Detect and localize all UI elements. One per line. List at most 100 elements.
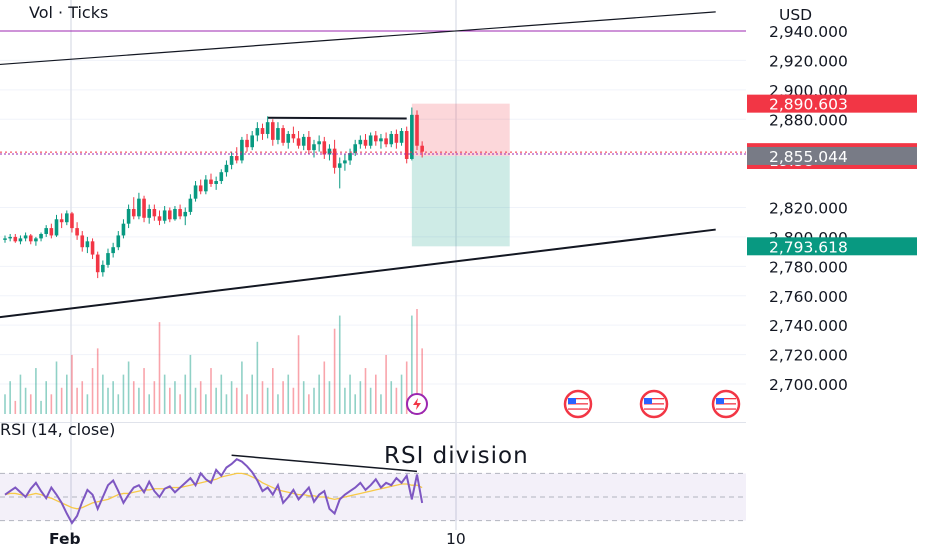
- candle-body: [260, 128, 265, 134]
- volume-bar: [385, 354, 387, 414]
- volume-bar: [210, 368, 212, 414]
- volume-bar: [14, 400, 17, 414]
- price-axis[interactable]: [746, 0, 932, 550]
- volume-bar: [230, 381, 233, 414]
- flag-stripe: [716, 398, 736, 400]
- candle-body: [162, 210, 167, 221]
- candle-body: [39, 233, 43, 239]
- flag-stripe: [644, 405, 664, 408]
- candle-body: [317, 141, 321, 145]
- volume-bar: [132, 381, 135, 414]
- flag-stripe: [568, 408, 588, 410]
- price-tag-label-entry: 2,855.044: [769, 148, 848, 166]
- flag-stripe: [716, 405, 736, 408]
- volume-bar: [308, 394, 310, 414]
- volume-bar: [369, 387, 372, 414]
- volume-bar: [220, 374, 223, 414]
- volume-bar: [35, 368, 37, 414]
- volume-bar: [199, 381, 202, 414]
- candle-body: [379, 138, 383, 142]
- volume-bar: [66, 374, 68, 414]
- volume-bar: [96, 348, 99, 414]
- trendline: [267, 116, 407, 120]
- candle-body: [224, 164, 229, 173]
- volume-bar: [390, 381, 393, 414]
- volume-bar: [143, 368, 145, 414]
- volume-bar: [251, 374, 253, 414]
- candle-body: [415, 114, 419, 146]
- trendlines[interactable]: [0, 11, 716, 319]
- volume-bar: [148, 394, 150, 414]
- target-zone: [411, 103, 510, 157]
- candle-body: [353, 144, 357, 154]
- price-tick-label: 2,880.000: [769, 111, 848, 129]
- candle-body: [240, 139, 244, 161]
- candle-body: [152, 208, 157, 217]
- volume-bar: [60, 387, 63, 414]
- event-markers[interactable]: [406, 389, 741, 419]
- candle-body: [54, 219, 59, 236]
- candle-body: [348, 153, 352, 161]
- volume-bar: [4, 394, 6, 414]
- volume-bar: [225, 394, 228, 414]
- flag-stripe: [568, 405, 588, 408]
- candle-body: [209, 179, 213, 184]
- candle-body: [137, 198, 141, 217]
- candle-body: [301, 136, 306, 146]
- volume-bar: [344, 387, 346, 414]
- price-tick-label: 2,760.000: [769, 288, 848, 306]
- candle-body: [337, 163, 342, 168]
- candle-body: [178, 208, 182, 217]
- volume-bar: [302, 381, 305, 414]
- price-tick-label: 2,780.000: [769, 258, 848, 276]
- volume-bar: [24, 387, 27, 414]
- candle-body: [183, 211, 188, 217]
- candle-body: [404, 131, 409, 159]
- candle-body: [343, 160, 347, 164]
- volume-bar: [19, 374, 22, 414]
- candle-body: [101, 264, 105, 273]
- volume-bar: [158, 322, 161, 414]
- volume-bar: [194, 387, 197, 414]
- volume-bar: [359, 381, 362, 414]
- candle-body: [286, 133, 291, 143]
- price-tick-label: 2,820.000: [769, 200, 848, 218]
- volume-bar: [9, 381, 11, 414]
- candle-body: [23, 235, 28, 239]
- rsi-label: RSI (14, close): [0, 420, 115, 439]
- candle-body: [291, 133, 296, 139]
- candle-body: [332, 148, 337, 168]
- candle-body: [198, 185, 203, 192]
- time-axis-labels: Feb 10: [49, 530, 466, 548]
- volume-bar: [235, 387, 238, 414]
- volume-bar: [375, 374, 377, 414]
- chart-title: Vol · Ticks: [29, 3, 108, 22]
- price-tag-stop: [747, 237, 917, 256]
- price-tag-target: [747, 94, 917, 113]
- candle-body: [363, 139, 368, 146]
- price-tag-label-stop: 2,793.618: [769, 238, 848, 256]
- candle-body: [8, 236, 12, 239]
- stop-zone: [411, 156, 510, 247]
- volume-bar: [184, 374, 187, 414]
- candle-body: [116, 235, 121, 248]
- candle-body: [394, 133, 399, 143]
- volume-bar: [241, 361, 243, 414]
- candle-body: [75, 228, 79, 236]
- volume-bar: [205, 394, 207, 414]
- volume-bar: [127, 361, 130, 414]
- volume-bar: [117, 394, 120, 414]
- candle-body: [312, 144, 316, 151]
- candle-body: [65, 213, 69, 223]
- volume-bar: [112, 381, 114, 414]
- volume-bar: [272, 368, 274, 414]
- long-short-position-tool[interactable]: [411, 103, 510, 247]
- candle-body: [147, 208, 151, 218]
- candle-body: [420, 145, 424, 152]
- volume-bar: [55, 361, 58, 414]
- candle-body: [90, 241, 95, 255]
- time-tick-label: 10: [446, 530, 466, 548]
- volume-bar: [364, 368, 367, 414]
- trendline: [0, 11, 716, 66]
